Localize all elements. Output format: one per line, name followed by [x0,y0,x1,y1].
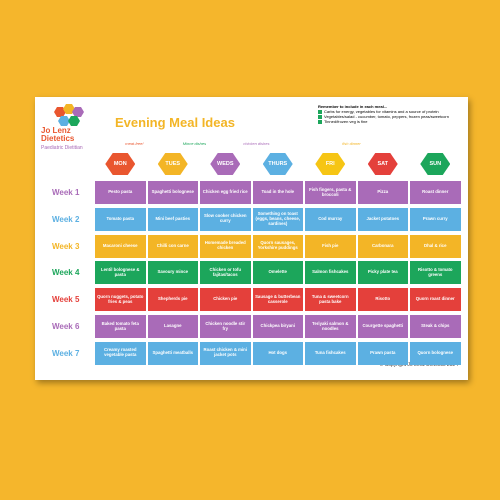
meal-cell: Hot dogs [252,341,303,365]
meal-cell: Roast chicken & mini jacket pots [200,341,251,365]
meal-cell: Mini beef pasties [147,207,198,231]
reminder-text: Carbs for energy, vegetables for vitamin… [324,109,439,114]
day-header: THURS [262,153,293,175]
week-label: Week 2 [52,214,80,224]
logo-name: Jo Lenz Dietetics [41,126,75,143]
meal-cell: Chicken or tofu fajitas/tacos [200,261,251,285]
meal-cell: Shepherds pie [147,288,198,312]
meal-cell: Quorn sausages, Yorkshire puddings [252,234,303,258]
meal-cell: Picky plate tea [357,261,408,285]
meal-cell: Macaroni cheese [95,234,146,258]
meal-cell: Quorn bolognese [410,341,461,365]
week-label: Week 1 [52,188,80,197]
day-header: SAT [367,153,398,175]
meal-cell: Fish pie [305,234,356,258]
reminder-text: Vegetables/salad - cucumber, tomato, pep… [324,114,449,119]
annotation: fish dinner [342,141,361,146]
check-icon [318,114,322,119]
meal-cell: Chicken pie [200,288,251,312]
meal-cell: Steak & chips [410,315,461,338]
reminder-item: Tinned/frozen veg is fine [318,119,458,124]
meal-cell: Risotto [357,288,408,312]
meal-cell: Spaghetti bolognese [147,181,198,204]
meal-cell: Carbonara [357,234,408,258]
meal-cell: Prawn curry [410,207,461,231]
week-label: Week 5 [52,295,80,305]
day-header: SUN [420,153,451,175]
day-header: FRI [315,153,346,175]
meal-cell: Tuna fishcakes [305,341,356,365]
reminder-text: Tinned/frozen veg is fine [324,119,368,124]
check-icon [318,109,322,114]
meal-cell: Toad in the hole [252,181,303,204]
week-label: Week 4 [52,268,80,278]
meal-cell: Omelette [252,261,303,285]
meal-cell: Courgette spaghetti [357,315,408,338]
meal-cell: Quorn roast dinner [410,288,461,312]
meal-cell: Slow cooker chicken curry [200,207,251,231]
day-header: WEDS [210,153,241,175]
annotation: Mince dishes [182,141,207,146]
meal-cell: Baked tomato feta pasta [95,315,146,338]
day-header: TUES [157,153,188,175]
meal-cell: Teriyaki salmon & noodles [305,315,356,338]
meal-cell: Chilli con carne [147,234,198,258]
meal-cell: Dhal & rice [410,234,461,258]
meal-cell: Roast dinner [410,181,461,204]
week-label: Week 7 [52,348,80,358]
meal-cell: Jacket potatoes [357,207,408,231]
reminder: Remember to include in each meal... Carb… [318,104,458,124]
meal-cell: Fish fingers, pasta & broccoli [305,181,356,204]
title: Evening Meal Ideas [115,115,235,130]
meal-cell: Homemade breaded chicken [200,234,251,258]
reminder-heading: Remember to include in each meal... [318,104,388,109]
meal-cell: Tuna & sweetcorn pasta bake [305,288,356,312]
meal-cell: Salmon fishcakes [305,261,356,285]
week-label: Week 3 [52,241,80,251]
reminder-item: Carbs for energy, vegetables for vitamin… [318,109,458,114]
footer: © Copyright Jo Lenz Dietetics 2024 [379,362,458,368]
reminder-item: Vegetables/salad - cucumber, tomato, pep… [318,114,458,119]
meal-cell: Lasagne [147,315,198,338]
meal-cell: Pesto pasta [95,181,146,204]
meal-cell: Chickpea biryani [252,315,303,338]
reminder-list: Carbs for energy, vegetables for vitamin… [318,109,458,124]
meal-cell: Sausage & butterbean casserole [252,288,303,312]
meal-cell: Pizza [357,181,408,204]
meal-cell: Cod murray [305,207,356,231]
annotation: meat-free! [125,141,144,146]
check-icon [318,119,322,124]
meal-cell: Risotto & tomato greens [410,261,461,285]
meal-cell: Something on toast (eggs, beans, cheese,… [252,207,303,231]
logo-tagline: Paediatric Dietitian [41,145,83,151]
annotation: chicken dishes [243,141,270,146]
meal-cell: Prawn pasta [357,341,408,365]
day-header: MON [105,153,136,175]
meal-cell: Creamy roasted vegetable pasta [95,341,146,365]
meal-cell: Chicken noodle stir fry [200,315,251,338]
card: Jo Lenz Dietetics Paediatric Dietitian E… [35,97,468,380]
meal-cell: Chicken egg fried rice [200,181,251,204]
meal-cell: Lentil bolognese & pasta [95,261,146,285]
week-label: Week 6 [52,322,80,331]
meal-cell: Tomato pasta [95,207,146,231]
meal-cell: Savoury mince [147,261,198,285]
meal-cell: Quorn nuggets, potato fries & peas [95,288,146,312]
meal-cell: Spaghetti meatballs [147,341,198,365]
logo-icon [54,104,84,126]
